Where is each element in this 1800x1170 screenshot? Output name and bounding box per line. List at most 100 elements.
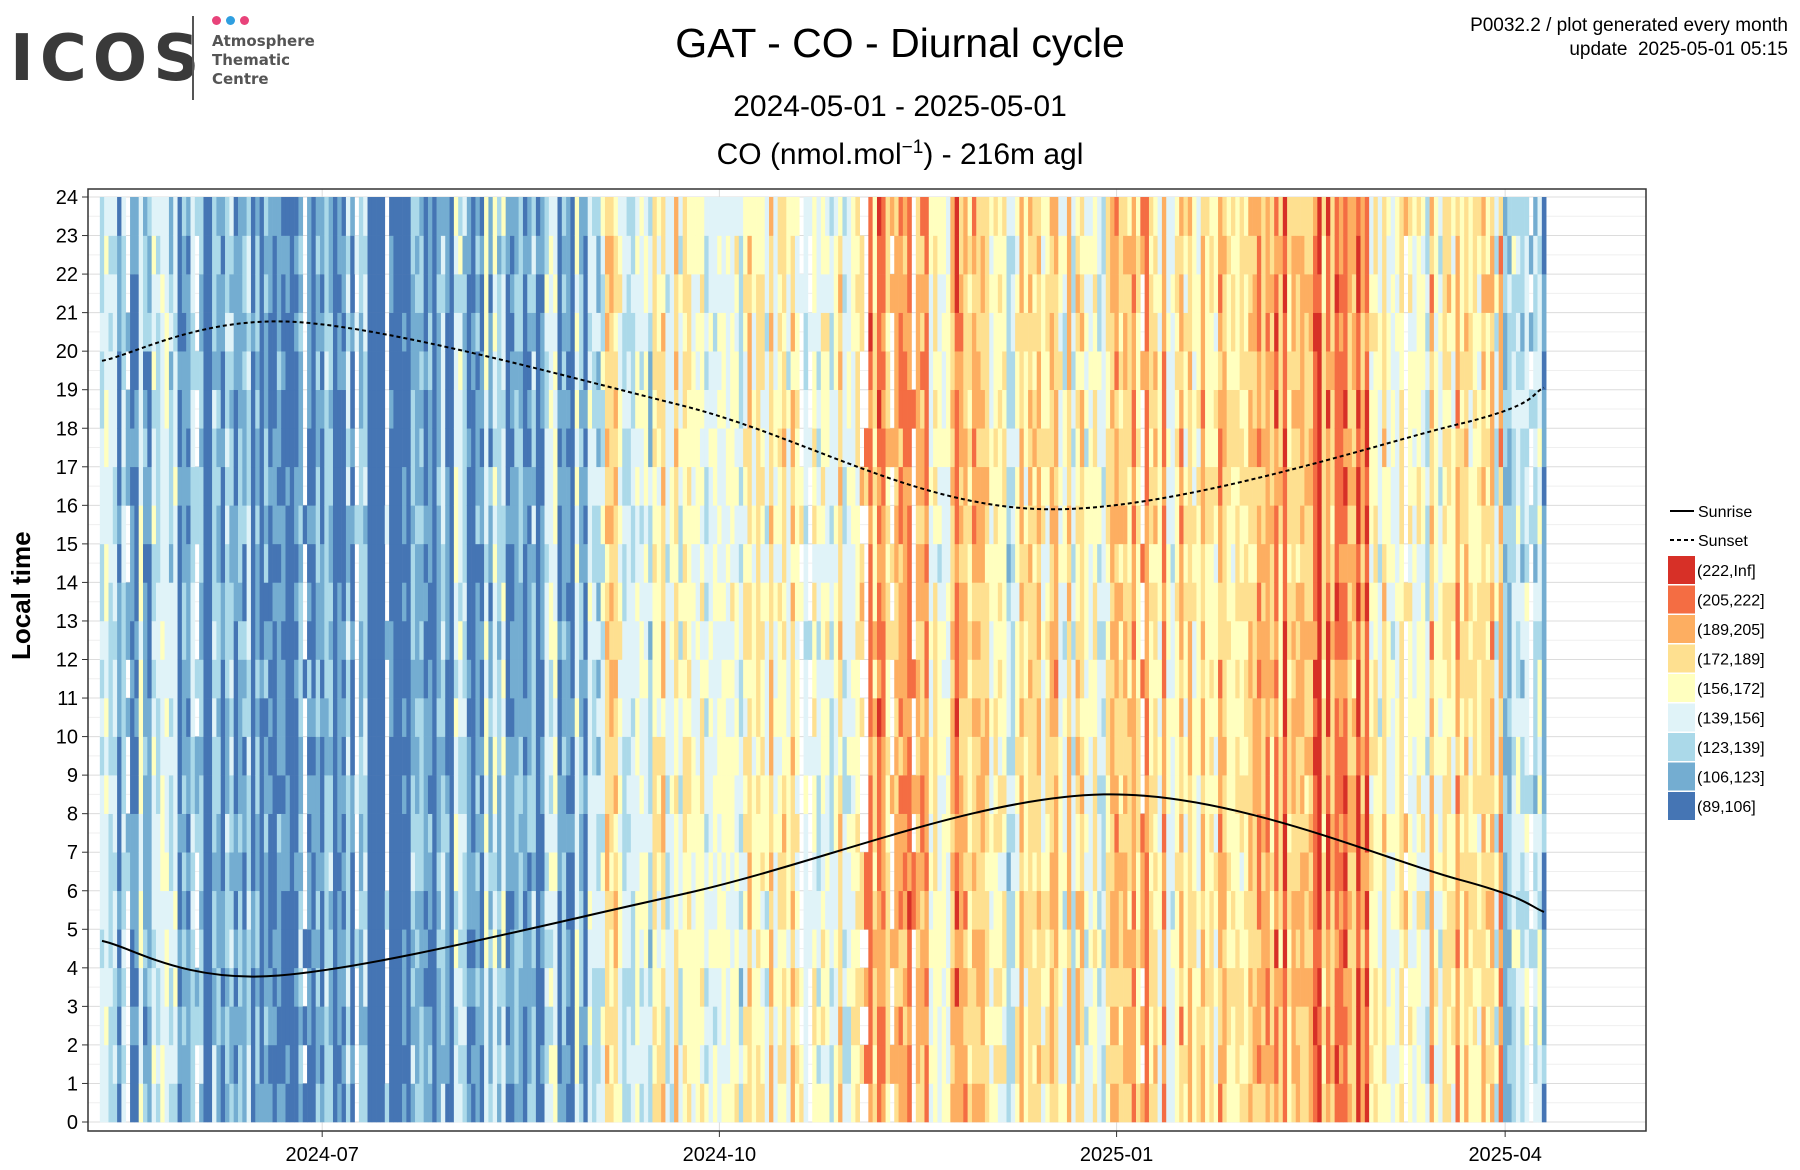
heatmap-cell	[108, 312, 114, 352]
heatmap-cell	[669, 505, 675, 545]
heatmap-cell	[415, 698, 420, 737]
heatmap-cell	[872, 389, 878, 429]
heatmap-cell	[630, 620, 636, 660]
heatmap-cell	[976, 389, 981, 429]
heatmap-cell	[989, 197, 994, 236]
heatmap-cell	[453, 235, 459, 275]
heatmap-cell	[371, 197, 377, 236]
heatmap-cell	[760, 466, 766, 506]
heatmap-cell	[212, 620, 217, 660]
heatmap-cell	[682, 736, 688, 776]
heatmap-cell	[294, 466, 299, 506]
heatmap-cell	[151, 852, 157, 892]
heatmap-cell	[639, 929, 645, 969]
heatmap-cell	[794, 929, 800, 969]
heatmap-cell	[130, 1006, 135, 1046]
heatmap-cell	[294, 389, 299, 429]
heatmap-cell	[177, 736, 183, 776]
heatmap-cell	[963, 620, 968, 660]
heatmap-cell	[656, 813, 662, 853]
heatmap-cell	[238, 967, 243, 1007]
heatmap-cell	[851, 813, 856, 853]
heatmap-cell	[635, 775, 640, 814]
heatmap-cell	[449, 389, 455, 429]
heatmap-cell	[160, 1083, 165, 1123]
heatmap-cell	[756, 698, 761, 737]
heatmap-cell	[833, 967, 839, 1007]
heatmap-cell	[358, 698, 364, 737]
heatmap-cell	[484, 274, 489, 313]
heatmap-cell	[803, 543, 809, 583]
heatmap-cell	[212, 736, 217, 776]
heatmap-cell	[492, 659, 498, 699]
heatmap-cell	[868, 813, 873, 853]
heatmap-cell	[1010, 235, 1016, 275]
heatmap-cell	[773, 736, 778, 776]
heatmap-cell	[760, 274, 766, 313]
heatmap-cell	[794, 852, 800, 892]
heatmap-cell	[587, 813, 593, 853]
heatmap-cell	[229, 389, 234, 429]
heatmap-cell	[134, 312, 139, 352]
heatmap-cell	[613, 235, 619, 275]
heatmap-cell	[449, 351, 455, 391]
heatmap-cell	[592, 890, 597, 930]
heatmap-cell	[225, 852, 230, 892]
heatmap-cell	[553, 505, 558, 545]
heatmap-cell	[535, 813, 541, 853]
heatmap-cell	[643, 698, 649, 737]
heatmap-cell	[345, 543, 351, 583]
heatmap-cell	[143, 1083, 148, 1123]
heatmap-cell	[380, 197, 386, 236]
heatmap-cell	[920, 505, 925, 545]
heatmap-cell	[617, 505, 623, 545]
heatmap-cell	[842, 775, 848, 814]
heatmap-cell	[501, 890, 506, 930]
heatmap-cell	[479, 659, 485, 699]
heatmap-cell	[864, 466, 869, 506]
heatmap-cell	[704, 235, 709, 275]
heatmap-cell	[484, 890, 489, 930]
heatmap-cell	[695, 505, 701, 545]
heatmap-cell	[324, 543, 329, 583]
heatmap-cell	[138, 1006, 144, 1046]
heatmap-cell	[872, 852, 878, 892]
heatmap-cell	[954, 543, 960, 583]
heatmap-cell	[674, 736, 679, 776]
heatmap-cell	[781, 736, 787, 776]
heatmap-cell	[764, 967, 770, 1007]
heatmap-cell	[294, 1006, 299, 1046]
heatmap-cell	[160, 852, 165, 892]
heatmap-cell	[155, 775, 161, 814]
heatmap-cell	[272, 505, 278, 545]
heatmap-cell	[108, 505, 114, 545]
heatmap-cell	[177, 235, 183, 275]
heatmap-cell	[855, 620, 860, 660]
heatmap-cell	[497, 620, 502, 660]
heatmap-cell	[207, 852, 213, 892]
heatmap-cell	[307, 428, 312, 468]
heatmap-cell	[415, 775, 420, 814]
heatmap-cell	[687, 620, 692, 660]
heatmap-cell	[924, 312, 930, 352]
heatmap-cell	[190, 659, 196, 699]
heatmap-cell	[954, 428, 960, 468]
heatmap-cell	[540, 543, 545, 583]
heatmap-cell	[294, 813, 299, 853]
heatmap-cell	[872, 1083, 878, 1123]
heatmap-cell	[259, 1006, 265, 1046]
heatmap-cell	[427, 698, 433, 737]
heatmap-cell	[281, 197, 286, 236]
heatmap-cell	[652, 543, 658, 583]
heatmap-cell	[445, 505, 450, 545]
heatmap-cell	[160, 1044, 165, 1084]
heatmap-cell	[790, 235, 796, 275]
heatmap-cell	[337, 813, 342, 853]
heatmap-cell	[950, 1083, 955, 1123]
heatmap-cell	[889, 620, 895, 660]
heatmap-cell	[946, 620, 951, 660]
heatmap-cell	[574, 967, 580, 1007]
heatmap-cell	[1006, 582, 1012, 622]
heatmap-cell	[242, 852, 247, 892]
